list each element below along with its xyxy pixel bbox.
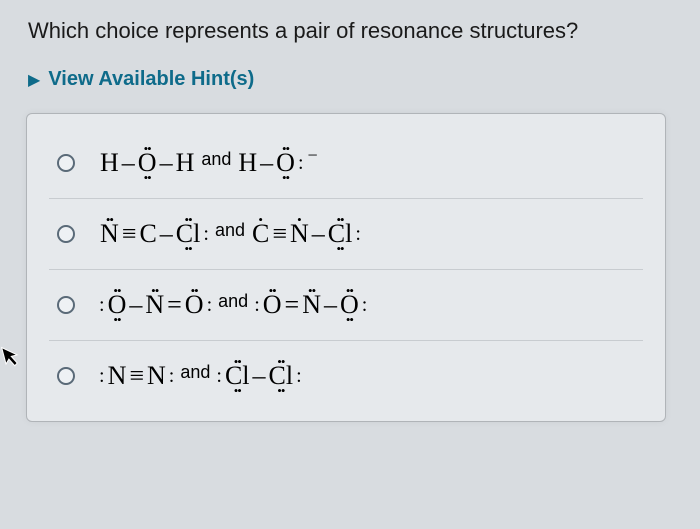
- option-row[interactable]: :O••••–N••=O••:and:O••=N••–O••••:: [49, 270, 643, 341]
- atom-cl: Cl••••: [175, 219, 202, 249]
- atom-n: N••: [99, 219, 120, 249]
- hints-toggle[interactable]: ▶ View Available Hint(s): [24, 68, 676, 91]
- atom-cl: Cl••••: [268, 361, 295, 391]
- and-label: and: [209, 220, 251, 241]
- hints-label: View Available Hint(s): [48, 68, 254, 91]
- option-row[interactable]: H–O••••–HandH–O••••:−: [49, 128, 643, 199]
- bond: –: [158, 148, 175, 178]
- atom-c: C•: [251, 219, 270, 249]
- atom-o: O••••: [339, 290, 360, 320]
- lone-pair: :: [355, 223, 361, 246]
- atom-o: O••••: [107, 290, 128, 320]
- lone-pair: :: [99, 365, 105, 388]
- atom-n: N••: [144, 290, 165, 320]
- atom-o: O••: [184, 290, 205, 320]
- atom-n: N: [107, 361, 128, 391]
- option-formula: :N≡N:and:Cl••••–Cl••••:: [99, 361, 302, 391]
- charge: −: [308, 145, 318, 166]
- atom-o: O••••: [137, 148, 158, 178]
- radio-button[interactable]: [57, 367, 75, 385]
- bond: –: [322, 290, 339, 320]
- bond: ≡: [127, 361, 146, 391]
- bond: =: [283, 290, 302, 320]
- atom-n: N•: [289, 219, 310, 249]
- lone-pair: :: [362, 294, 368, 317]
- and-label: and: [195, 149, 237, 170]
- radio-button[interactable]: [57, 225, 75, 243]
- atom-c: C: [138, 219, 157, 249]
- and-label: and: [212, 291, 254, 312]
- bond: –: [310, 219, 327, 249]
- options-container: H–O••••–HandH–O••••:−N••≡C–Cl••••:andC•≡…: [26, 113, 666, 422]
- bond: –: [158, 219, 175, 249]
- bond: –: [258, 148, 275, 178]
- atom-o: O••••: [275, 148, 296, 178]
- and-label: and: [174, 362, 216, 383]
- lone-pair: :: [298, 152, 304, 175]
- atom-h: H: [175, 148, 196, 178]
- radio-button[interactable]: [57, 154, 75, 172]
- option-row[interactable]: :N≡N:and:Cl••••–Cl••••:: [49, 341, 643, 411]
- bond: –: [251, 361, 268, 391]
- question-text: Which choice represents a pair of resona…: [24, 18, 676, 44]
- atom-h: H: [237, 148, 258, 178]
- chevron-right-icon: ▶: [28, 70, 40, 90]
- atom-n: N: [146, 361, 167, 391]
- option-row[interactable]: N••≡C–Cl••••:andC•≡N•–Cl••••:: [49, 199, 643, 270]
- bond: ≡: [270, 219, 289, 249]
- lone-pair: :: [296, 365, 302, 388]
- bond: –: [127, 290, 144, 320]
- bond: –: [120, 148, 137, 178]
- lone-pair: :: [216, 365, 222, 388]
- atom-cl: Cl••••: [224, 361, 251, 391]
- lone-pair: :: [99, 294, 105, 317]
- atom-cl: Cl••••: [327, 219, 354, 249]
- option-formula: N••≡C–Cl••••:andC•≡N•–Cl••••:: [99, 219, 361, 249]
- bond: =: [165, 290, 184, 320]
- atom-o: O••: [262, 290, 283, 320]
- lone-pair: :: [254, 294, 260, 317]
- bond: ≡: [120, 219, 139, 249]
- option-formula: :O••••–N••=O••:and:O••=N••–O••••:: [99, 290, 367, 320]
- radio-button[interactable]: [57, 296, 75, 314]
- cursor-icon: [0, 342, 25, 376]
- atom-n: N••: [301, 290, 322, 320]
- atom-h: H: [99, 148, 120, 178]
- option-formula: H–O••••–HandH–O••••:−: [99, 148, 314, 178]
